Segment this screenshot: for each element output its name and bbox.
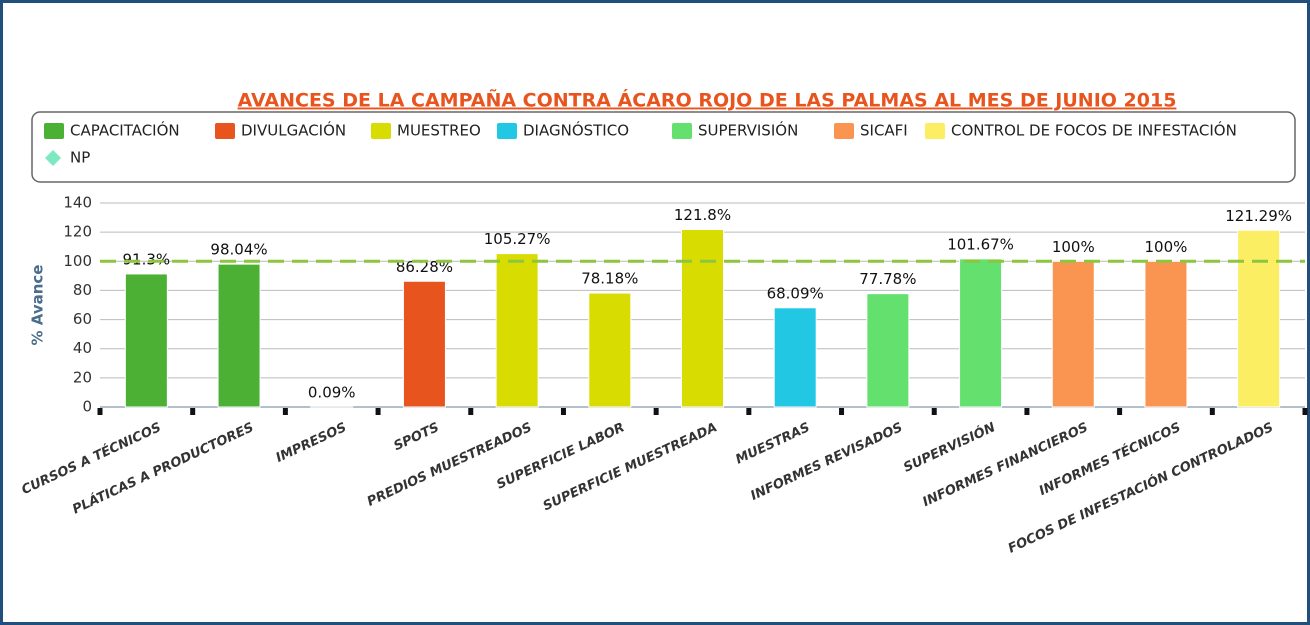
bar — [1051, 260, 1095, 408]
x-tick — [839, 408, 845, 415]
x-tick — [282, 408, 288, 415]
x-tick — [1302, 408, 1308, 415]
legend-label: CONTROL DE FOCOS DE INFESTACIÓN — [951, 121, 1237, 140]
x-tick — [1209, 408, 1215, 415]
x-tick — [97, 408, 103, 415]
legend-label: SUPERVISIÓN — [698, 121, 798, 140]
x-tick — [190, 408, 196, 415]
y-tick-label: 80 — [73, 281, 92, 299]
data-label: 100% — [1145, 238, 1188, 256]
bar — [773, 307, 817, 408]
legend-swatch — [672, 123, 692, 139]
data-label: 0.09% — [308, 383, 356, 401]
x-tick — [931, 408, 937, 415]
bar — [1144, 260, 1188, 408]
y-tick-label: 140 — [63, 194, 92, 212]
bar — [959, 258, 1003, 408]
data-label: 100% — [1052, 238, 1095, 256]
x-tick — [653, 408, 659, 415]
bar — [588, 292, 632, 408]
data-label: 121.29% — [1225, 207, 1292, 225]
x-tick — [746, 408, 752, 415]
bar — [124, 273, 168, 408]
bar — [217, 263, 261, 408]
y-tick-label: 20 — [73, 368, 92, 386]
y-tick-label: 40 — [73, 339, 92, 357]
legend-label: SICAFI — [860, 122, 908, 140]
legend-marker — [45, 150, 61, 166]
data-label: 91.3% — [123, 250, 171, 268]
legend-swatch — [834, 123, 854, 139]
data-label: 121.8% — [674, 206, 731, 224]
x-tick — [1117, 408, 1123, 415]
data-label: 78.18% — [581, 270, 638, 288]
legend-label: DIVULGACIÓN — [241, 121, 346, 140]
legend-label: DIAGNÓSTICO — [523, 121, 629, 140]
x-tick — [468, 408, 474, 415]
data-label: 77.78% — [859, 270, 916, 288]
data-label: 68.09% — [767, 284, 824, 302]
y-axis-label: % Avance — [29, 265, 47, 346]
legend-swatch — [925, 123, 945, 139]
legend-label: NP — [70, 149, 90, 167]
legend-swatch — [215, 123, 235, 139]
y-tick-label: 120 — [63, 223, 92, 241]
bar — [402, 280, 446, 408]
legend-label: CAPACITACIÓN — [70, 121, 180, 140]
legend-swatch — [44, 123, 64, 139]
legend-label: MUESTREO — [397, 122, 481, 140]
legend-box — [31, 111, 1296, 183]
x-tick — [1024, 408, 1030, 415]
bar — [1237, 229, 1281, 408]
data-label: 105.27% — [484, 230, 551, 248]
legend-swatch — [497, 123, 517, 139]
x-tick — [375, 408, 381, 415]
bar — [495, 253, 539, 408]
legend-swatch — [371, 123, 391, 139]
y-tick-label: 60 — [73, 310, 92, 328]
x-tick — [560, 408, 566, 415]
data-label: 101.67% — [947, 235, 1014, 253]
y-tick-label: 0 — [82, 398, 92, 416]
bar — [681, 229, 724, 408]
chart-title: AVANCES DE LA CAMPAÑA CONTRA ÁCARO ROJO … — [238, 88, 1177, 112]
y-tick-label: 100 — [63, 252, 92, 270]
bar — [866, 293, 910, 408]
data-label: 98.04% — [210, 241, 267, 259]
